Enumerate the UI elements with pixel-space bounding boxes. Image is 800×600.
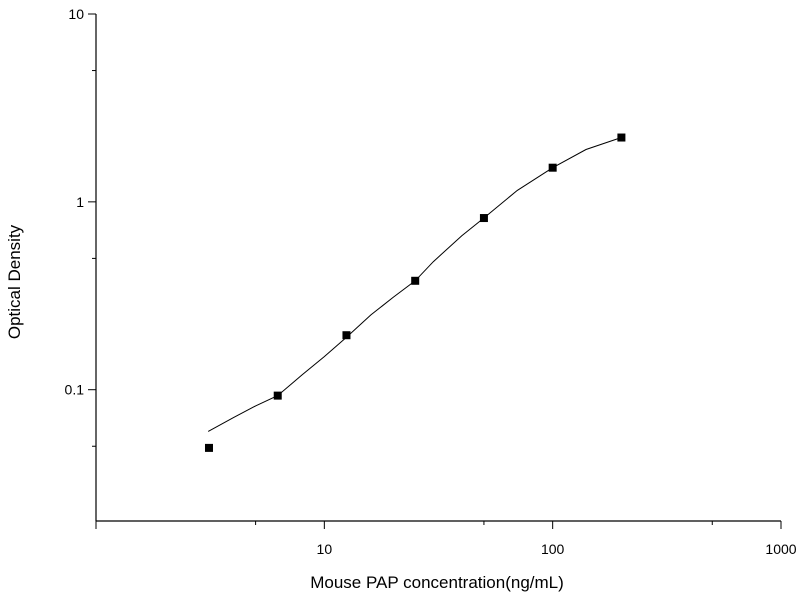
data-point	[617, 133, 626, 142]
data-point	[342, 331, 351, 340]
fit-curve	[207, 137, 622, 432]
y-tick-label: 1	[76, 194, 84, 210]
y-axis-title: Optical Density	[5, 224, 24, 339]
x-tick-label: 1000	[765, 541, 796, 557]
data-point	[204, 443, 213, 452]
data-point	[548, 163, 557, 172]
y-tick-label: 10	[68, 6, 84, 22]
y-tick-label: 0.1	[65, 382, 85, 398]
x-tick-label: 100	[541, 541, 565, 557]
major-ticks	[88, 13, 782, 529]
axes	[95, 14, 781, 522]
data-point	[273, 391, 282, 400]
fit-curve-group	[207, 137, 622, 432]
data-point	[411, 276, 420, 285]
data-points	[204, 133, 626, 452]
minor-ticks	[92, 70, 713, 525]
data-point	[479, 214, 488, 223]
tick-labels: 10 100 1000 0.1 1 10	[65, 6, 797, 557]
x-axis-title: Mouse PAP concentration(ng/mL)	[310, 573, 564, 592]
x-tick-label: 10	[317, 541, 333, 557]
